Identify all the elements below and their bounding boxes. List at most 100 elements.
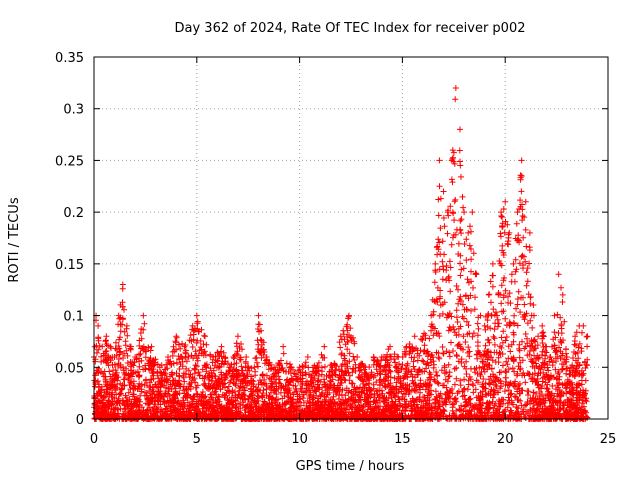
data-point (444, 209, 451, 216)
data-point (193, 312, 200, 319)
data-point (103, 333, 110, 340)
y-tick-label: 0 (76, 413, 84, 428)
data-point (456, 126, 463, 133)
data-point (345, 312, 352, 319)
x-tick-label: 15 (394, 432, 411, 447)
data-point (243, 353, 250, 360)
data-point (189, 322, 196, 329)
data-point (551, 312, 558, 319)
y-tick-label: 0.3 (63, 103, 84, 118)
roti-points (91, 96, 591, 422)
data-point (181, 343, 188, 350)
x-tick-label: 0 (90, 432, 98, 447)
data-point (473, 271, 480, 278)
data-point (514, 209, 521, 216)
data-point (378, 353, 385, 360)
y-axis-label: ROTI / TECUs (7, 197, 22, 282)
y-tick-label: 0.05 (55, 361, 84, 376)
y-tick-labels: 0 0.05 0.1 0.15 0.2 0.25 0.3 0.35 (55, 51, 84, 428)
data-point (559, 291, 566, 298)
data-point (132, 353, 139, 360)
data-point (263, 353, 270, 360)
data-point (123, 322, 130, 329)
plot-frame (93, 56, 609, 420)
data-point (271, 364, 278, 371)
axis-ticks (93, 56, 609, 420)
data-point (329, 364, 336, 371)
y-tick-label: 0.2 (63, 206, 84, 221)
data-point (304, 353, 311, 360)
data-point (107, 343, 114, 350)
data-point (465, 229, 472, 236)
data-point (543, 343, 550, 350)
x-tick-label: 20 (497, 432, 514, 447)
data-point (395, 353, 402, 360)
data-points (91, 85, 591, 422)
data-point (115, 312, 122, 319)
data-point (148, 343, 155, 350)
data-point (255, 312, 262, 319)
data-point (448, 157, 455, 164)
data-point (428, 312, 435, 319)
data-point (506, 229, 513, 236)
data-point (580, 322, 587, 329)
x-axis-label: GPS time / hours (296, 459, 405, 474)
data-point (354, 353, 361, 360)
data-point (493, 312, 500, 319)
data-point (535, 333, 542, 340)
data-point (202, 333, 209, 340)
x-tick-labels: 0 5 10 15 20 25 (90, 432, 616, 447)
data-point (210, 353, 217, 360)
data-point (526, 229, 533, 236)
x-tick-label: 10 (291, 432, 308, 447)
data-point (489, 260, 496, 267)
data-point (510, 260, 517, 267)
data-point (498, 209, 505, 216)
data-point (403, 343, 410, 350)
data-point (461, 209, 468, 216)
data-point (296, 364, 303, 371)
data-point (226, 364, 233, 371)
data-point (234, 333, 241, 340)
data-point (362, 364, 369, 371)
data-point (563, 353, 570, 360)
data-point (547, 353, 554, 360)
data-point (481, 322, 488, 329)
data-point (477, 312, 484, 319)
data-point (251, 364, 258, 371)
data-point (485, 291, 492, 298)
data-point (411, 333, 418, 340)
data-point (95, 322, 102, 329)
data-point (370, 353, 377, 360)
y-tick-label: 0.15 (55, 258, 84, 273)
data-point (313, 364, 320, 371)
data-point (337, 333, 344, 340)
data-point (572, 333, 579, 340)
data-point (321, 343, 328, 350)
data-point (280, 343, 287, 350)
data-point (111, 353, 118, 360)
y-tick-label: 0.35 (55, 51, 84, 66)
data-point (218, 343, 225, 350)
y-tick-label: 0.25 (55, 154, 84, 169)
data-point (567, 364, 574, 371)
data-point (555, 271, 562, 278)
data-point (539, 322, 546, 329)
data-point (584, 333, 591, 340)
data-point (140, 312, 147, 319)
data-point (99, 343, 106, 350)
data-point (530, 312, 537, 319)
data-point (432, 260, 439, 267)
data-point (387, 343, 394, 350)
data-point (469, 209, 476, 216)
data-point (440, 188, 447, 195)
data-point (173, 333, 180, 340)
x-tick-label: 25 (600, 432, 617, 447)
data-point (518, 157, 525, 164)
chart-title: Day 362 of 2024, Rate Of TEC Index for r… (175, 21, 526, 36)
y-tick-label: 0.1 (63, 310, 84, 325)
data-point (502, 198, 509, 205)
data-point (156, 364, 163, 371)
data-point (128, 343, 135, 350)
